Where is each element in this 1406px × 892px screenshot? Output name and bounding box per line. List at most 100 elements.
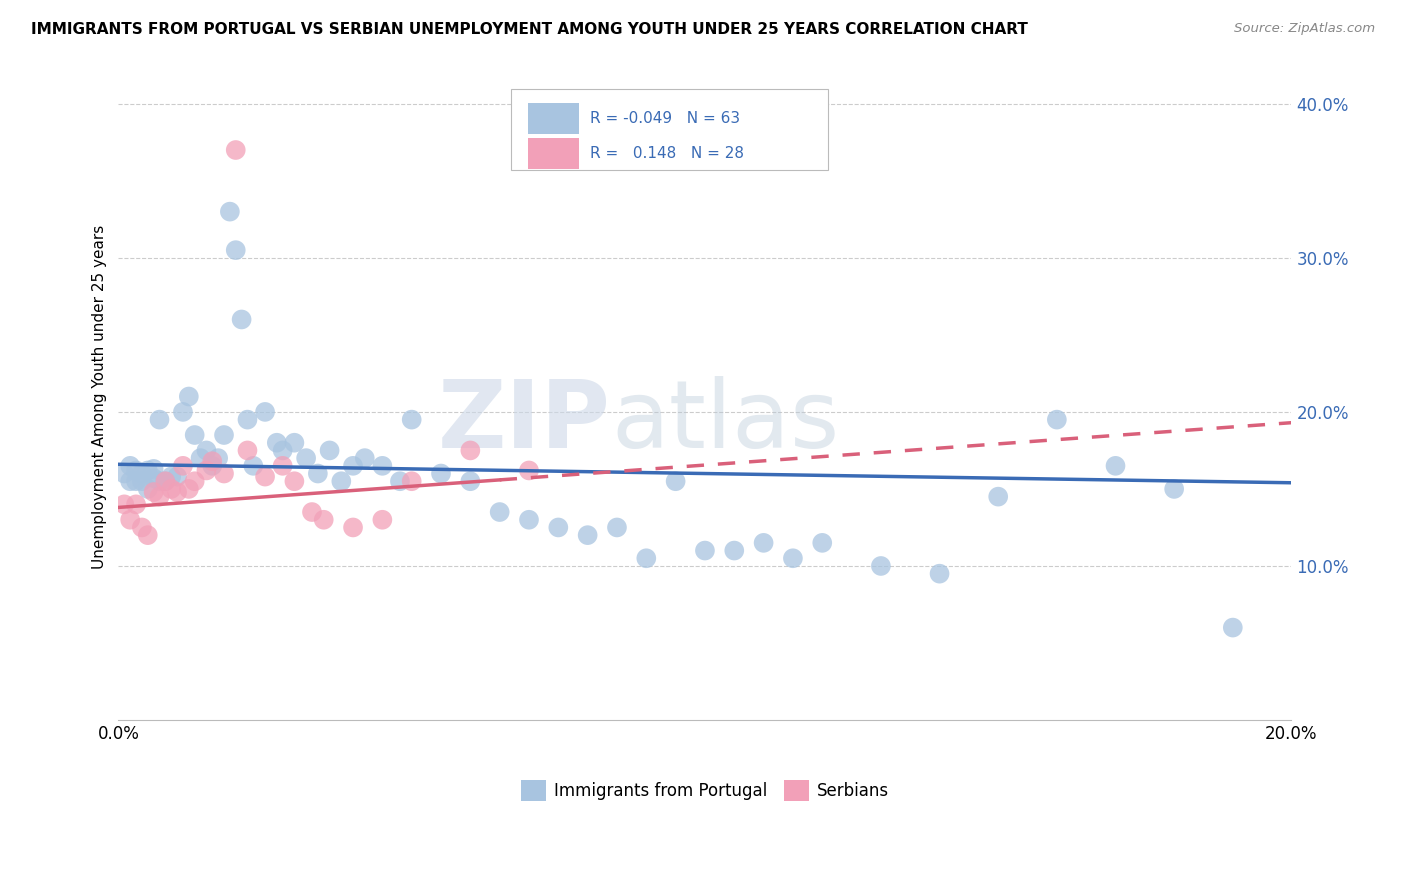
Point	[318, 443, 340, 458]
Point	[242, 458, 264, 473]
Point	[870, 558, 893, 573]
Point	[201, 458, 224, 473]
Point	[283, 474, 305, 488]
Point	[430, 467, 453, 481]
Point	[342, 520, 364, 534]
Point	[212, 428, 235, 442]
Point	[460, 443, 482, 458]
Point	[183, 474, 205, 488]
Text: atlas: atlas	[612, 376, 839, 468]
Point	[330, 474, 353, 488]
Point	[752, 536, 775, 550]
Point	[1046, 412, 1069, 426]
Point	[693, 543, 716, 558]
Legend: Immigrants from Portugal, Serbians: Immigrants from Portugal, Serbians	[515, 773, 896, 807]
Point	[401, 474, 423, 488]
Point	[136, 482, 159, 496]
Point	[517, 513, 540, 527]
Point	[665, 474, 688, 488]
Text: IMMIGRANTS FROM PORTUGAL VS SERBIAN UNEMPLOYMENT AMONG YOUTH UNDER 25 YEARS CORR: IMMIGRANTS FROM PORTUGAL VS SERBIAN UNEM…	[31, 22, 1028, 37]
Point	[112, 467, 135, 481]
Point	[723, 543, 745, 558]
Point	[212, 467, 235, 481]
Point	[353, 451, 375, 466]
Point	[195, 443, 218, 458]
Text: R = -0.049   N = 63: R = -0.049 N = 63	[591, 111, 740, 126]
Point	[1222, 621, 1244, 635]
Point	[160, 469, 183, 483]
Text: Source: ZipAtlas.com: Source: ZipAtlas.com	[1234, 22, 1375, 36]
Point	[1104, 458, 1126, 473]
Point	[388, 474, 411, 488]
Point	[131, 467, 153, 481]
Point	[120, 513, 142, 527]
Point	[155, 474, 177, 488]
Point	[160, 482, 183, 496]
Point	[172, 458, 194, 473]
Point	[166, 469, 188, 483]
Point	[120, 458, 142, 473]
Point	[782, 551, 804, 566]
Point	[136, 528, 159, 542]
FancyBboxPatch shape	[527, 103, 579, 134]
Point	[488, 505, 510, 519]
Point	[606, 520, 628, 534]
Point	[177, 482, 200, 496]
Point	[283, 435, 305, 450]
Point	[125, 497, 148, 511]
Point	[460, 474, 482, 488]
Point	[576, 528, 599, 542]
Point	[225, 143, 247, 157]
Point	[148, 412, 170, 426]
Point	[636, 551, 658, 566]
Point	[342, 458, 364, 473]
Point	[112, 497, 135, 511]
Point	[811, 536, 834, 550]
Point	[307, 467, 329, 481]
Point	[254, 469, 277, 483]
Point	[928, 566, 950, 581]
Point	[266, 435, 288, 450]
Y-axis label: Unemployment Among Youth under 25 years: Unemployment Among Youth under 25 years	[93, 225, 107, 568]
Point	[401, 412, 423, 426]
Point	[190, 451, 212, 466]
Point	[155, 474, 177, 488]
Point	[148, 474, 170, 488]
Point	[271, 458, 294, 473]
Point	[295, 451, 318, 466]
Point	[201, 454, 224, 468]
Point	[225, 243, 247, 257]
Text: ZIP: ZIP	[439, 376, 612, 468]
Point	[207, 451, 229, 466]
Point	[177, 390, 200, 404]
Point	[166, 485, 188, 500]
Point	[371, 513, 394, 527]
Text: R =   0.148   N = 28: R = 0.148 N = 28	[591, 146, 744, 161]
Point	[183, 428, 205, 442]
Point	[254, 405, 277, 419]
Point	[131, 520, 153, 534]
Point	[131, 474, 153, 488]
FancyBboxPatch shape	[512, 89, 828, 170]
Point	[547, 520, 569, 534]
Point	[125, 474, 148, 488]
Point	[236, 443, 259, 458]
Point	[1163, 482, 1185, 496]
Point	[125, 463, 148, 477]
Point	[231, 312, 253, 326]
Point	[142, 462, 165, 476]
Point	[218, 204, 240, 219]
Point	[371, 458, 394, 473]
Point	[142, 471, 165, 485]
Point	[120, 474, 142, 488]
Point	[148, 490, 170, 504]
Point	[236, 412, 259, 426]
FancyBboxPatch shape	[527, 138, 579, 169]
Point	[517, 463, 540, 477]
Point	[195, 463, 218, 477]
Point	[271, 443, 294, 458]
Point	[142, 485, 165, 500]
Point	[172, 405, 194, 419]
Point	[136, 463, 159, 477]
Point	[301, 505, 323, 519]
